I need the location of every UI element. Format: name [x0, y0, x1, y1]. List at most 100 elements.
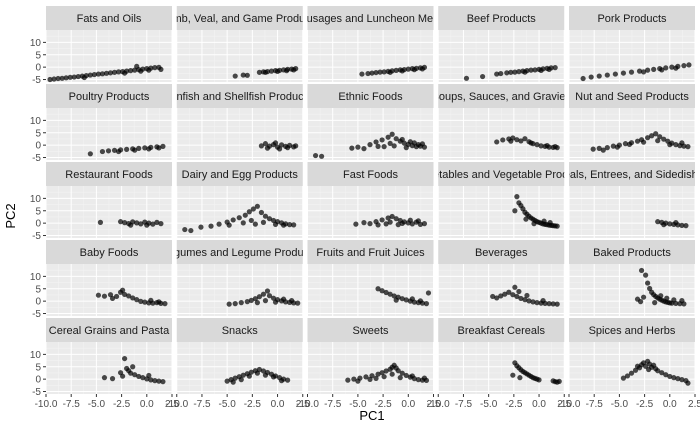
facet-panel: Cereal Grains and Pasta [45, 318, 173, 394]
data-point [389, 131, 395, 137]
data-point [685, 380, 691, 386]
data-point [540, 298, 546, 304]
data-point [518, 138, 524, 144]
data-point [182, 226, 188, 233]
data-point [514, 194, 520, 200]
scatter-points [312, 131, 428, 159]
data-point [75, 73, 81, 80]
data-point [55, 75, 61, 82]
data-point [419, 66, 426, 72]
data-point [389, 371, 395, 377]
data-point [97, 219, 104, 225]
data-point [312, 152, 319, 159]
scatter-points [463, 65, 558, 81]
data-point [256, 294, 263, 300]
facet-panel: Snacks [176, 318, 304, 394]
data-point [284, 68, 290, 74]
gridlines [437, 108, 565, 160]
data-point [379, 288, 385, 294]
facet-strip-title: Lamb, Veal, and Game Products [160, 13, 319, 25]
data-point [554, 301, 560, 307]
data-point [148, 297, 154, 303]
data-point [355, 378, 361, 384]
data-point [274, 68, 281, 74]
facet-panel: Fats and Oils [45, 6, 173, 83]
data-point [530, 299, 536, 305]
data-point [640, 294, 647, 300]
data-point [421, 375, 428, 381]
data-point [373, 375, 379, 381]
data-point [105, 148, 112, 154]
facet-panel: Beef Products [437, 6, 565, 82]
data-point [238, 300, 244, 306]
data-point [383, 368, 389, 374]
facet-strip [438, 162, 565, 186]
data-point [373, 69, 379, 76]
data-point [262, 69, 269, 75]
data-point [81, 74, 87, 81]
data-point [248, 369, 254, 375]
scatter-points [232, 66, 299, 79]
data-point [262, 298, 269, 304]
data-point [240, 220, 246, 226]
scatter-points [47, 63, 164, 83]
data-point [554, 223, 560, 229]
facet-panel: Sweets [307, 318, 434, 394]
data-point [373, 139, 379, 145]
x-axes: -10.0 -7.5 -5.0 -2.5 0.0 2.5-10.0 -7.5 -5.0 -2.5… [35, 394, 700, 410]
data-point [260, 368, 267, 374]
facet-strip [176, 6, 303, 30]
data-point [115, 69, 122, 75]
data-point [232, 375, 238, 381]
data-point [506, 289, 512, 295]
data-point [510, 292, 516, 298]
x-tick-label: 0.0 [532, 399, 546, 410]
data-point [620, 70, 627, 76]
data-point [377, 69, 383, 75]
data-point [399, 136, 405, 143]
data-point [272, 221, 279, 227]
data-point [620, 375, 627, 381]
data-point [646, 366, 652, 373]
data-point [658, 293, 664, 299]
data-point [264, 145, 271, 151]
y-tick-label: 5 [35, 50, 41, 61]
scatter-points [182, 203, 297, 234]
data-point [610, 143, 616, 149]
facet-panel: Finfish and Shellfish Products [176, 84, 304, 160]
data-point [411, 140, 417, 146]
data-point [262, 213, 269, 219]
facet-panel: Legumes and Legume Products [176, 240, 304, 316]
facet-strip-title: Fats and Oils [77, 13, 142, 25]
data-point [156, 299, 162, 305]
data-point [534, 300, 540, 306]
data-point [295, 300, 301, 306]
scatter-points [490, 284, 560, 307]
data-point [130, 295, 136, 301]
data-point [502, 291, 508, 297]
data-point [522, 297, 528, 303]
y-tick-label: 5 [35, 128, 41, 139]
data-point [385, 215, 391, 221]
data-point [645, 280, 651, 286]
data-point [512, 69, 518, 75]
y-tick-label: 10 [30, 116, 42, 127]
data-point [109, 376, 116, 382]
data-point [522, 69, 528, 75]
x-tick-label: 0.0 [663, 399, 677, 410]
data-point [655, 368, 661, 374]
facet-strip [46, 162, 172, 186]
data-point [397, 375, 403, 381]
data-point [99, 148, 106, 155]
facet-panel: Sausages and Luncheon Meats [307, 6, 434, 82]
data-point [518, 295, 524, 302]
data-point [365, 70, 371, 77]
data-point [634, 363, 641, 369]
data-point [120, 373, 126, 379]
data-point [661, 222, 667, 228]
facet-strip [307, 6, 434, 30]
y-tick-label: -5 [32, 75, 41, 86]
data-point [256, 69, 263, 75]
x-tick-label: -7.5 [455, 399, 473, 410]
scatter-points [494, 135, 560, 151]
